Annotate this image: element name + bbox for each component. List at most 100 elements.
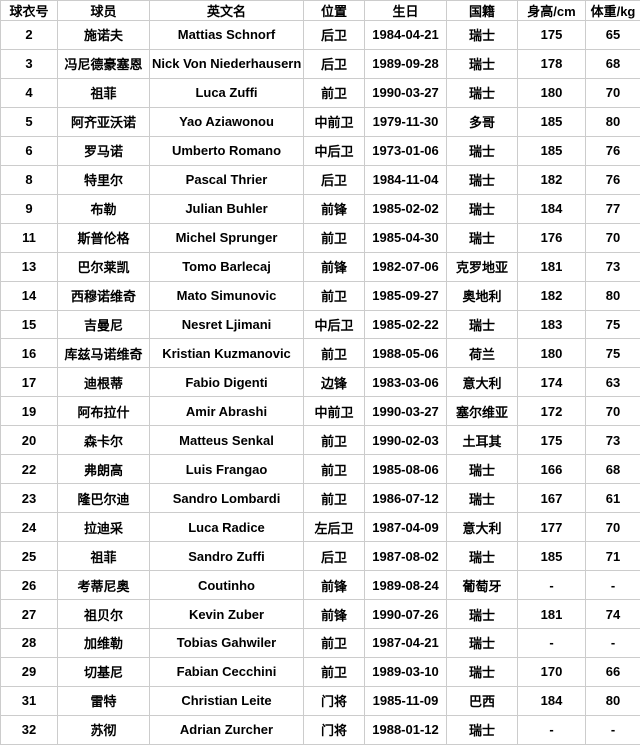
table-cell: - (585, 570, 640, 601)
table-row: 2 施诺夫 Mattias Schnorf 后卫 1984-04-21 瑞士 175 65 (0, 20, 640, 50)
table-cell: 176 (517, 222, 586, 253)
table-cell: 吉曼尼 (57, 309, 150, 340)
table-cell: 74 (585, 599, 640, 630)
table-cell: 瑞士 (446, 628, 518, 658)
table-cell: 70 (585, 512, 640, 543)
table-row: 22 弗朗高 Luis Frangao 前卫 1985-08-06 瑞士 166 68 (0, 454, 640, 485)
table-cell: Umberto Romano (149, 135, 304, 166)
table-cell: 1984-11-04 (364, 164, 447, 195)
table-cell: 冯尼德豪塞恩 (57, 48, 150, 79)
table-cell: 66 (585, 656, 640, 687)
table-cell: 施诺夫 (57, 20, 150, 50)
table-cell: 隆巴尔迪 (57, 483, 150, 514)
table-cell: 1989-09-28 (364, 48, 447, 79)
table-row: 20 森卡尔 Matteus Senkal 前卫 1990-02-03 土耳其 175 73 (0, 425, 640, 456)
table-cell: 28 (0, 628, 58, 658)
table-cell: 80 (585, 106, 640, 137)
table-cell: 181 (517, 599, 586, 630)
table-cell: - (517, 628, 586, 658)
table-cell: 瑞士 (446, 656, 518, 687)
table-cell: 68 (585, 48, 640, 79)
column-header: 球衣号 (0, 0, 58, 21)
table-cell: Kevin Zuber (149, 599, 304, 630)
table-cell: Christian Leite (149, 685, 304, 716)
table-cell: 瑞士 (446, 714, 518, 745)
table-cell: 1985-08-06 (364, 454, 447, 485)
table-cell: 1989-03-10 (364, 656, 447, 687)
table-cell: 瑞士 (446, 483, 518, 514)
table-cell: 前卫 (303, 222, 365, 253)
table-cell: 后卫 (303, 541, 365, 572)
table-cell: 1987-04-21 (364, 628, 447, 658)
table-cell: 32 (0, 714, 58, 745)
table-cell: 80 (585, 685, 640, 716)
table-cell: 175 (517, 425, 586, 456)
table-cell: 中前卫 (303, 106, 365, 137)
table-cell: Nesret Ljimani (149, 309, 304, 340)
table-cell: 葡萄牙 (446, 570, 518, 601)
table-row: 28 加维勒 Tobias Gahwiler 前卫 1987-04-21 瑞士 - - (0, 628, 640, 658)
table-cell: 1973-01-06 (364, 135, 447, 166)
table-cell: 182 (517, 280, 586, 311)
table-cell: 1984-04-21 (364, 20, 447, 50)
table-cell: 20 (0, 425, 58, 456)
table-row: 8 特里尔 Pascal Thrier 后卫 1984-11-04 瑞士 182 76 (0, 164, 640, 195)
table-cell: 迪根蒂 (57, 367, 150, 398)
table-cell: 14 (0, 280, 58, 311)
table-cell: Sandro Zuffi (149, 541, 304, 572)
table-cell: 1985-02-22 (364, 309, 447, 340)
table-cell: 172 (517, 396, 586, 427)
table-cell: 16 (0, 338, 58, 369)
table-row: 14 西穆诺维奇 Mato Simunovic 前卫 1985-09-27 奥地利 182 8… (0, 280, 640, 311)
table-cell: Tobias Gahwiler (149, 628, 304, 658)
table-cell: 183 (517, 309, 586, 340)
table-cell: 苏彻 (57, 714, 150, 745)
column-header: 生日 (364, 0, 447, 21)
table-row: 24 拉迪采 Luca Radice 左后卫 1987-04-09 意大利 177 70 (0, 512, 640, 543)
table-cell: 瑞士 (446, 164, 518, 195)
table-cell: Coutinho (149, 570, 304, 601)
table-cell: 1985-04-30 (364, 222, 447, 253)
table-cell: 1985-11-09 (364, 685, 447, 716)
table-cell: Luca Radice (149, 512, 304, 543)
table-cell: 29 (0, 656, 58, 687)
table-cell: 瑞士 (446, 135, 518, 166)
table-cell: 167 (517, 483, 586, 514)
table-cell: 175 (517, 20, 586, 50)
table-cell: Pascal Thrier (149, 164, 304, 195)
table-cell: 24 (0, 512, 58, 543)
table-cell: 2 (0, 20, 58, 50)
column-header: 国籍 (446, 0, 518, 21)
table-cell: 1985-02-02 (364, 193, 447, 224)
table-cell: Tomo Barlecaj (149, 251, 304, 282)
table-cell: 土耳其 (446, 425, 518, 456)
table-cell: 6 (0, 135, 58, 166)
table-cell: 27 (0, 599, 58, 630)
table-cell: 特里尔 (57, 164, 150, 195)
table-cell: 后卫 (303, 20, 365, 50)
table-body: 2 施诺夫 Mattias Schnorf 后卫 1984-04-21 瑞士 175 65 3 冯… (0, 20, 640, 745)
table-cell: Matteus Senkal (149, 425, 304, 456)
table-cell: 瑞士 (446, 309, 518, 340)
table-cell: 1990-07-26 (364, 599, 447, 630)
table-cell: 11 (0, 222, 58, 253)
table-cell: 1979-11-30 (364, 106, 447, 137)
table-cell: Mattias Schnorf (149, 20, 304, 50)
table-cell: 63 (585, 367, 640, 398)
table-cell: 76 (585, 135, 640, 166)
column-header: 英文名 (149, 0, 304, 21)
table-cell: 70 (585, 222, 640, 253)
table-row: 29 切基尼 Fabian Cecchini 前卫 1989-03-10 瑞士 170 66 (0, 656, 640, 687)
table-cell: 5 (0, 106, 58, 137)
column-header: 球员 (57, 0, 150, 21)
table-cell: 170 (517, 656, 586, 687)
table-cell: 瑞士 (446, 20, 518, 50)
table-cell: 门将 (303, 685, 365, 716)
table-cell: 雷特 (57, 685, 150, 716)
table-cell: 前卫 (303, 656, 365, 687)
table-cell: - (585, 714, 640, 745)
table-cell: 70 (585, 396, 640, 427)
table-row: 5 阿齐亚沃诺 Yao Aziawonou 中前卫 1979-11-30 多哥 185 80 (0, 106, 640, 137)
table-cell: 瑞士 (446, 77, 518, 108)
